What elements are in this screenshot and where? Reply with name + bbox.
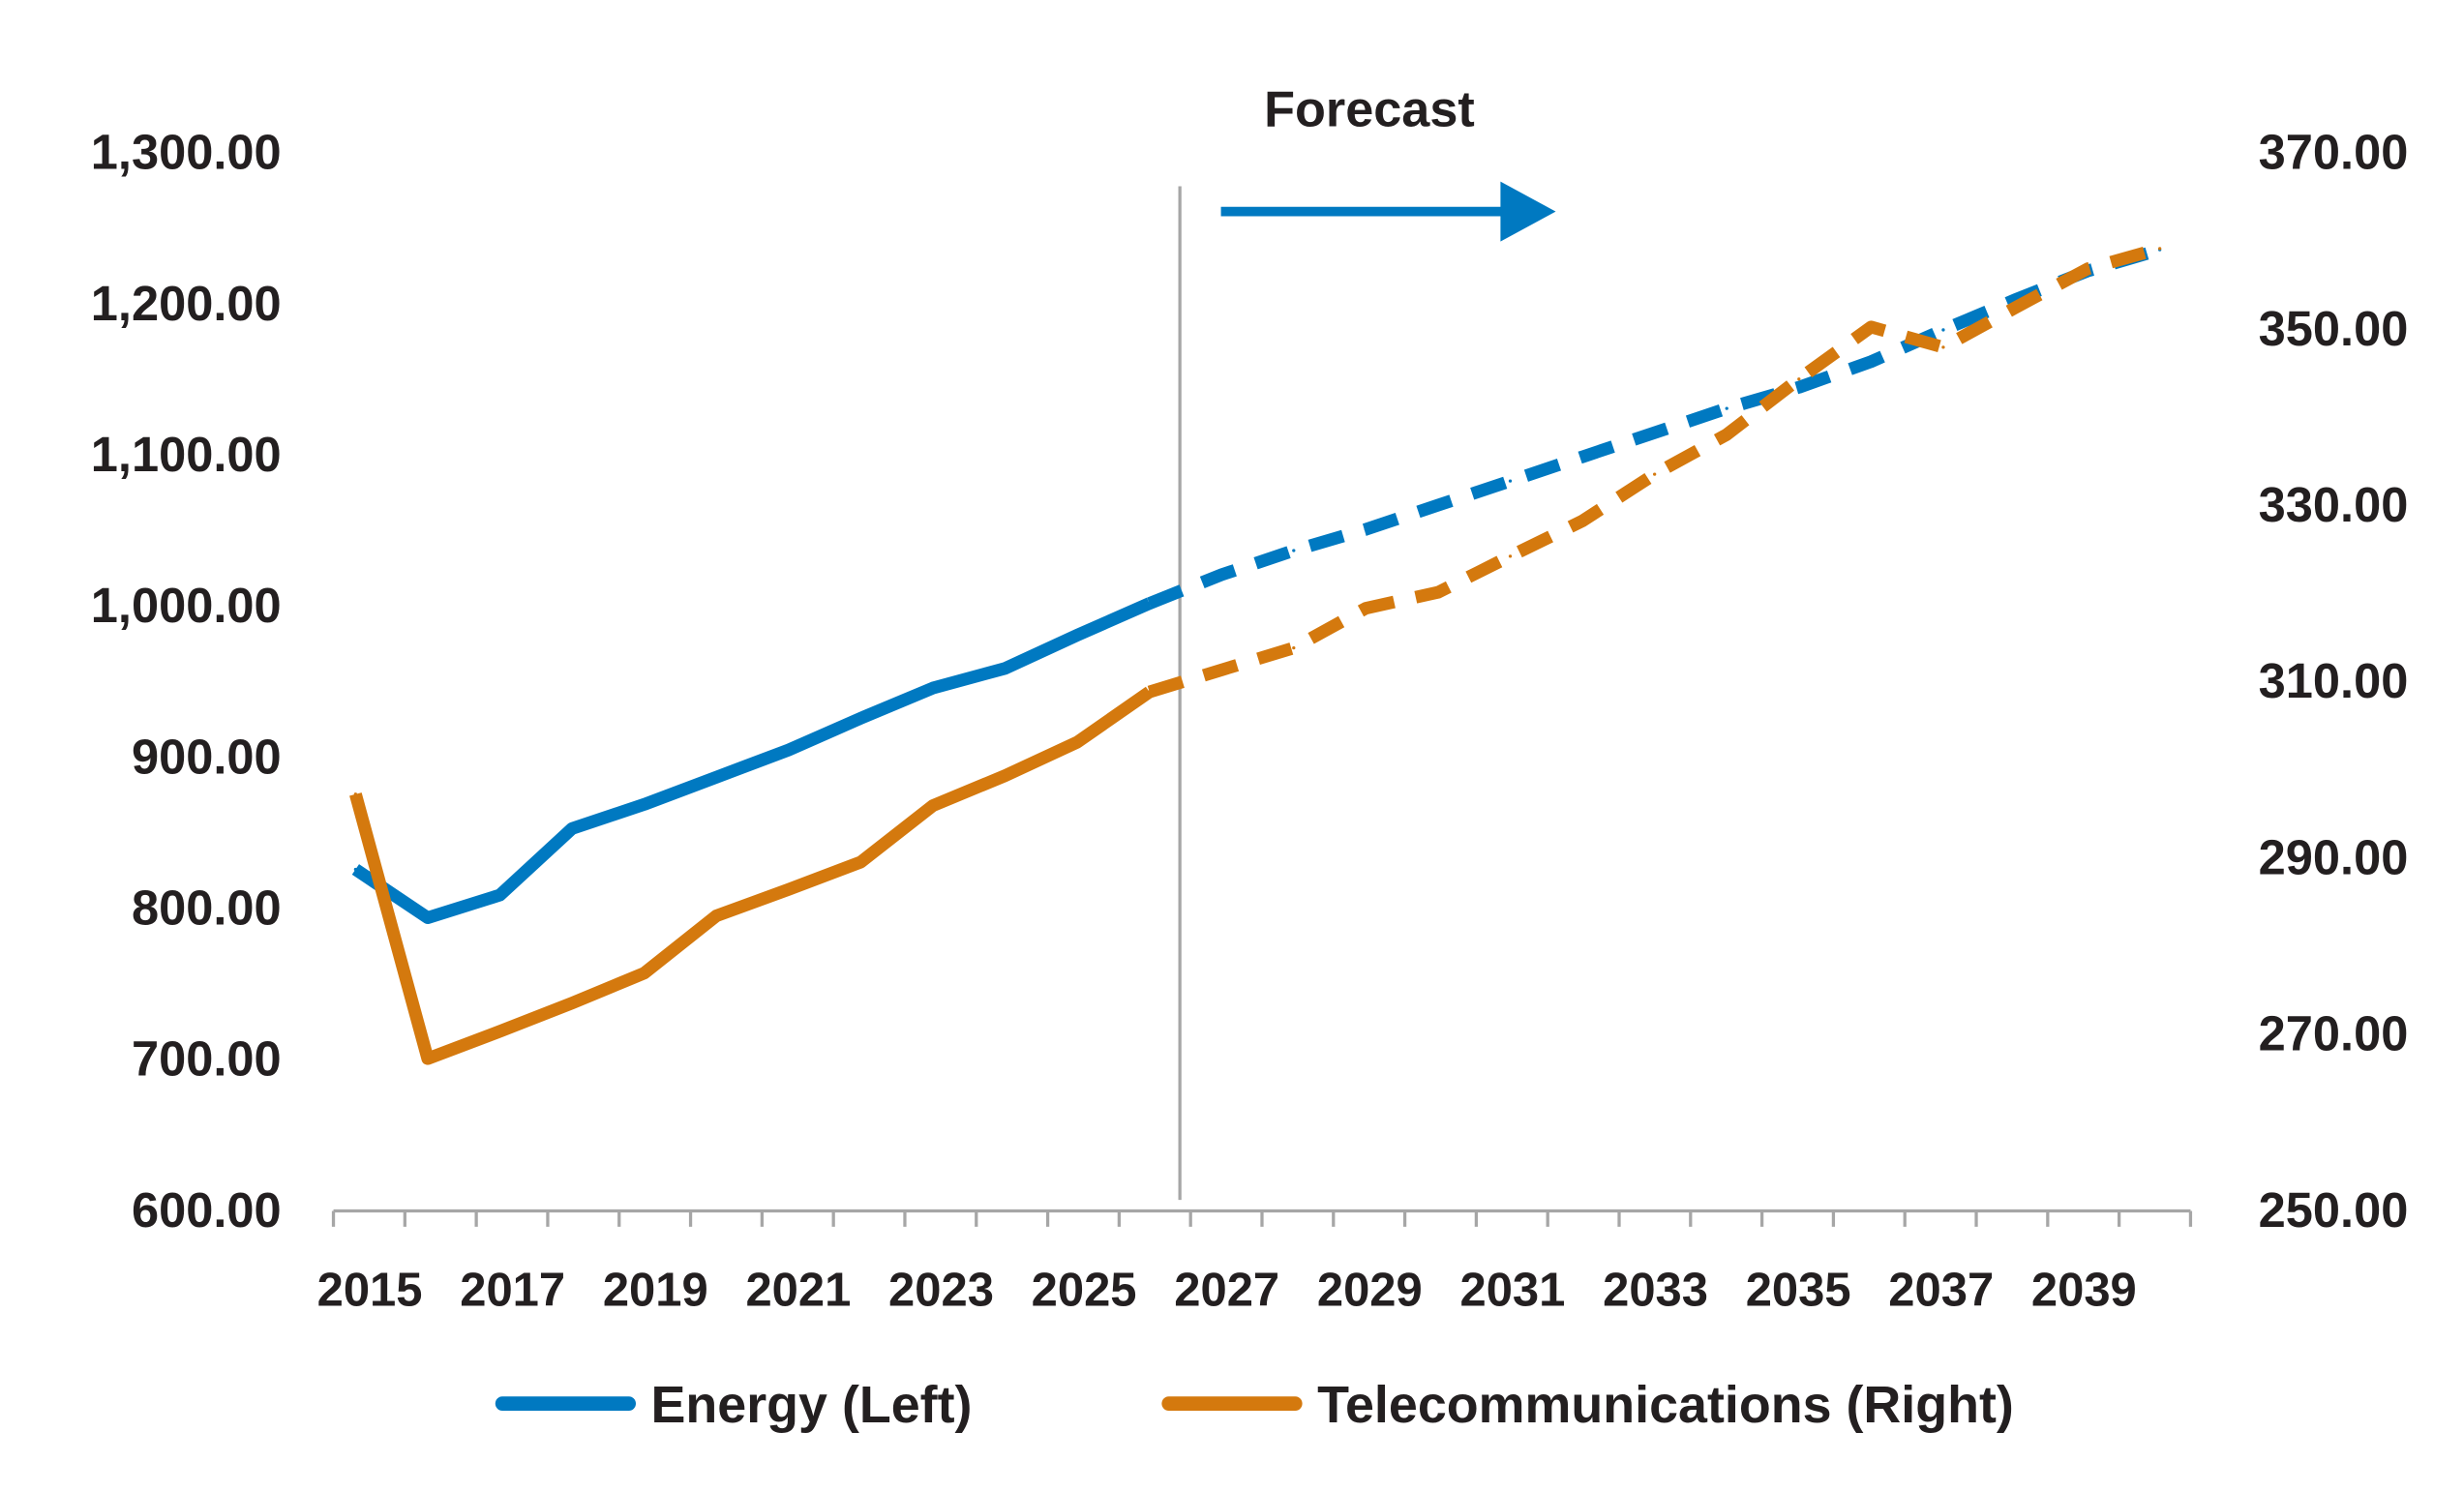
legend: Energy (Left) Telecommunications (Right)	[495, 1376, 2014, 1434]
left-axis-tick-label: 700.00	[132, 1031, 282, 1087]
left-axis-tick-label: 900.00	[132, 729, 282, 784]
telecom-series-historical-line	[349, 686, 1154, 1065]
x-tick-label: 2029	[1317, 1264, 1423, 1316]
telecom-point-2033	[1653, 472, 1657, 476]
x-tick-label: 2037	[1888, 1264, 1994, 1316]
x-tick-label: 2031	[1459, 1264, 1565, 1316]
energy-point-2022	[858, 716, 863, 720]
right-axis-tick-label: 330.00	[2259, 477, 2409, 532]
energy-point-2036	[1869, 360, 1873, 364]
telecom-point-2015	[353, 792, 358, 796]
right-axis-tick-label: 370.00	[2259, 125, 2409, 180]
energy-point-2023	[931, 686, 935, 690]
energy-point-2034	[1725, 406, 1728, 410]
energy-point-2031	[1508, 479, 1513, 483]
telecom-point-2029	[1364, 606, 1368, 611]
telecom-point-2028	[1292, 645, 1296, 650]
telecom-point-2020	[714, 913, 718, 918]
left-axis-tick-label: 1,300.00	[91, 125, 282, 180]
energy-point-2029	[1364, 527, 1368, 531]
left-axis-labels: 1,300.00 1,200.00 1,100.00 1,000.00 900.00 80…	[91, 125, 282, 1238]
right-axis-tick-label: 250.00	[2259, 1182, 2409, 1238]
energy-point-2020	[714, 775, 718, 779]
legend-label-telecom: Telecommunications (Right)	[1317, 1376, 2014, 1434]
telecom-point-2016	[426, 1057, 430, 1060]
telecom-point-2032	[1580, 519, 1584, 523]
x-axis-ticks	[331, 1210, 2193, 1227]
telecom-point-2021	[787, 887, 791, 891]
x-tick-label: 2021	[745, 1264, 851, 1316]
right-axis-labels: 370.00 350.00 330.00 310.00 290.00 270.00 250.…	[2259, 125, 2409, 1238]
telecom-point-2040	[2158, 247, 2162, 251]
left-axis-tick-label: 1,100.00	[91, 427, 282, 482]
x-tick-label: 2027	[1174, 1264, 1279, 1316]
left-axis-tick-label: 1,000.00	[91, 578, 282, 633]
energy-point-2018	[570, 826, 574, 830]
telecom-point-2026	[1148, 690, 1152, 694]
telecom-point-2017	[497, 1029, 502, 1033]
energy-point-2032	[1580, 455, 1584, 459]
energy-series-historical-line	[351, 597, 1153, 925]
x-tick-label: 2025	[1032, 1264, 1137, 1316]
energy-point-2015	[353, 867, 358, 872]
x-tick-label: 2039	[2031, 1264, 2137, 1316]
energy-point-2024	[1003, 667, 1007, 671]
telecom-point-2018	[570, 1001, 574, 1005]
energy-point-2026	[1148, 601, 1152, 606]
right-axis-tick-label: 350.00	[2259, 301, 2409, 356]
left-axis-tick-label: 1,200.00	[91, 276, 282, 331]
legend-label-energy: Energy (Left)	[651, 1376, 973, 1434]
energy-point-2028	[1292, 549, 1296, 552]
energy-point-2035	[1797, 385, 1801, 389]
x-tick-label: 2035	[1746, 1264, 1851, 1316]
energy-series-forecast-line	[1147, 243, 2162, 610]
energy-point-2025	[1075, 633, 1079, 638]
forecast-arrow-icon	[1220, 181, 1556, 242]
telecom-point-2034	[1725, 433, 1728, 436]
telecom-point-2024	[1003, 774, 1007, 778]
x-tick-label: 2015	[317, 1264, 423, 1316]
energy-point-2037	[1941, 328, 1945, 332]
telecom-point-2037	[1941, 345, 1945, 349]
right-axis-tick-label: 290.00	[2259, 829, 2409, 884]
energy-point-2019	[643, 802, 646, 806]
telecom-point-2031	[1508, 554, 1513, 558]
telecom-point-2025	[1075, 740, 1079, 744]
energy-point-2033	[1653, 431, 1657, 434]
left-axis-tick-label: 600.00	[132, 1182, 282, 1238]
telecom-point-2019	[643, 971, 646, 975]
x-tick-label: 2017	[460, 1264, 565, 1316]
x-tick-label: 2019	[603, 1264, 708, 1316]
right-axis-tick-label: 270.00	[2259, 1006, 2409, 1061]
energy-point-2030	[1436, 503, 1440, 507]
energy-point-2021	[787, 748, 791, 752]
telecom-point-2027	[1219, 668, 1223, 671]
telecom-point-2039	[2086, 267, 2089, 271]
right-axis-tick-label: 310.00	[2259, 653, 2409, 708]
x-tick-label: 2033	[1603, 1264, 1708, 1316]
energy-point-2017	[497, 893, 502, 897]
telecom-point-2030	[1436, 590, 1440, 594]
forecast-label: Forecast	[1264, 82, 1475, 138]
left-axis-tick-label: 800.00	[132, 880, 282, 936]
x-tick-label: 2023	[888, 1264, 994, 1316]
telecom-point-2038	[2013, 306, 2018, 310]
energy-point-2027	[1219, 573, 1223, 577]
telecom-point-2022	[858, 860, 863, 864]
telecom-series-forecast-line	[1147, 242, 2162, 699]
telecom-point-2035	[1797, 377, 1801, 381]
telecom-point-2023	[931, 804, 935, 808]
x-axis-labels: 2015 2017 2019 2021 2023 2025 2027 2029 2031 2033…	[317, 1264, 2137, 1316]
telecom-point-2036	[1869, 325, 1873, 329]
energy-point-2016	[426, 915, 430, 920]
